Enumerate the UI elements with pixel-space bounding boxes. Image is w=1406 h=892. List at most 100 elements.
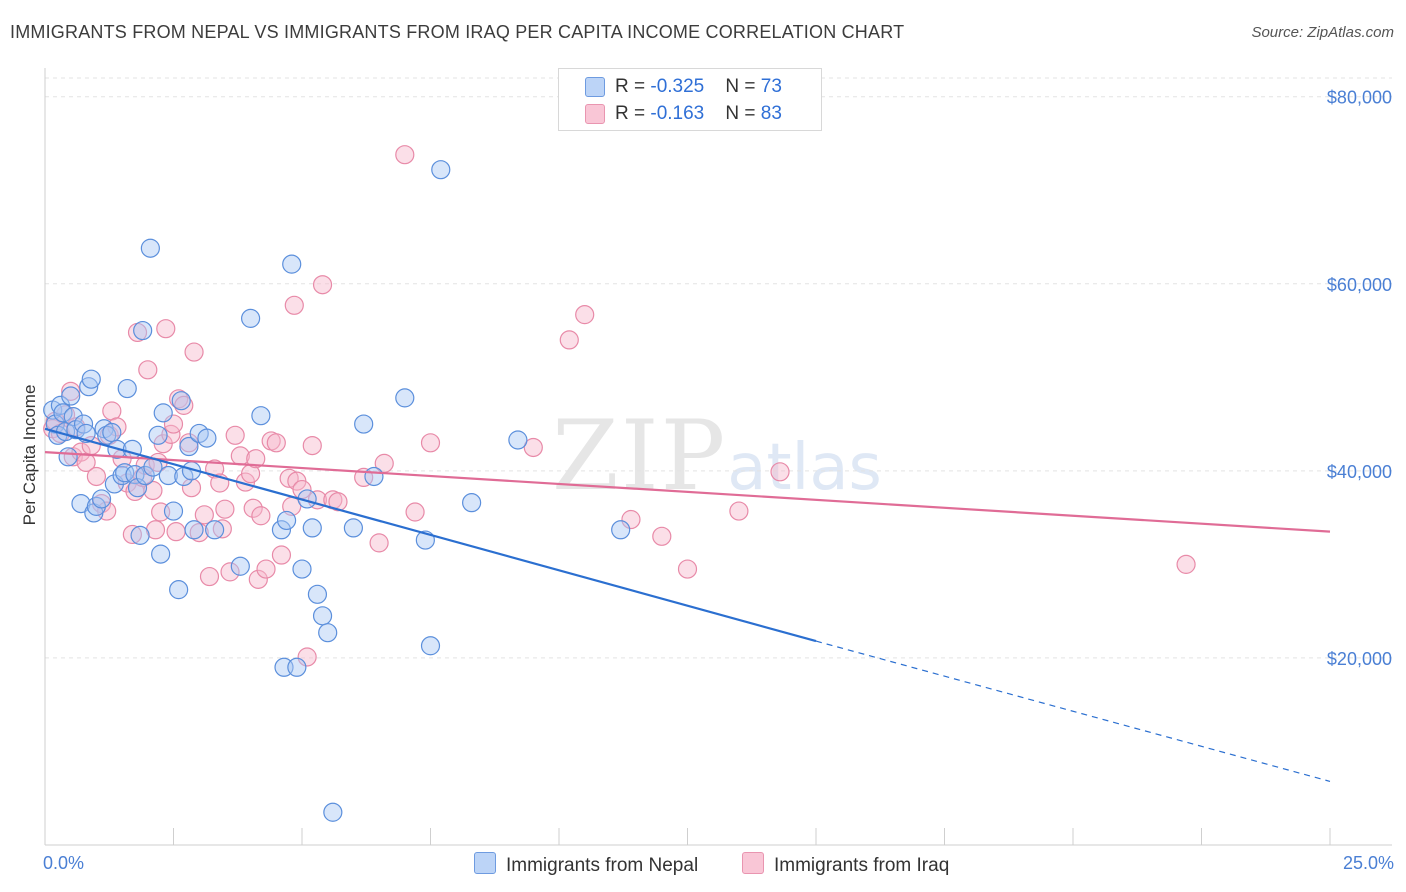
nepal-trend-extension [815,640,1331,782]
nepal-point [287,657,307,677]
nepal-n-label: N = [725,76,761,97]
nepal-point [130,525,150,545]
iraq-point [61,381,81,401]
iraq-point [212,519,232,539]
nepal-point [79,377,99,397]
iraq-point [1176,554,1196,574]
nepal-point [197,428,217,448]
iraq-point [271,545,292,565]
iraq-point [420,433,441,453]
correlation-legend: R = -0.325 N = 73 R = -0.163 N = 83 [558,68,822,131]
bottom-legend-nepal: Immigrants from Nepal [474,852,698,877]
iraq-point [312,275,333,295]
iraq-point [284,295,304,315]
nepal-point [53,403,73,423]
iraq-point [729,501,749,521]
iraq-point [86,466,107,487]
nepal-point [292,559,312,579]
nepal-point [45,414,65,434]
trend-lines [44,427,1331,782]
iraq-point [246,449,266,469]
iraq-point [302,435,322,456]
nepal-point [81,369,101,389]
iraq-swatch [585,104,605,124]
nepal-r-label: R = [615,76,651,97]
iraq-r-label: R = [615,103,651,124]
nepal-swatch [585,77,605,97]
iraq-point [166,522,186,542]
iraq-point [156,319,176,339]
nepal-point [169,580,189,600]
iraq-point [122,524,142,545]
nepal-point [102,422,122,443]
iraq-point [621,509,641,530]
bottom-legend-iraq: Immigrants from Iraq [742,852,949,877]
iraq-point [251,506,271,526]
watermark-atlas: atlas [727,431,882,505]
iraq-point [189,522,209,543]
nepal-point [158,465,178,486]
iraq-point [143,480,163,501]
nepal-point [318,623,338,643]
nepal-point [179,436,199,457]
iraq-point [220,562,240,582]
nepal-point [364,466,384,487]
iraq-point [184,342,204,362]
nepal-point [282,254,302,274]
iraq-point [199,566,220,587]
nepal-point [230,556,250,576]
iraq-point [559,330,579,350]
bottom-iraq-label: Immigrants from Iraq [774,855,950,876]
nepal-point [508,430,528,450]
nepal-point [71,493,91,514]
nepal-point [163,501,184,521]
nepal-n-value: 73 [760,76,782,97]
nepal-point [97,425,117,445]
nepal-point [395,388,415,408]
iraq-point [395,145,415,165]
nepal-point [205,520,225,540]
iraq-point [215,499,235,519]
bottom-iraq-swatch [742,852,764,874]
source-label: Source: ZipAtlas.com [1251,24,1394,41]
iraq-n-label: N = [725,103,761,124]
chart-title: IMMIGRANTS FROM NEPAL VS IMMIGRANTS FROM… [10,22,905,42]
nepal-point [61,386,81,406]
axes [44,68,1392,846]
iraq-point [297,647,317,667]
iraq-point [71,442,91,462]
nepal-point [431,160,451,180]
iraq-point [138,360,158,380]
iraq-point [256,559,276,579]
nepal-point [354,414,374,434]
iraq-point [194,505,214,525]
iraq-point [243,498,263,518]
iraq-point [652,526,672,546]
nepal-point [151,544,171,564]
nepal-point [140,238,160,258]
nepal-point [184,520,204,540]
nepal-point [307,584,328,604]
iraq-point [677,559,698,579]
nepal-point [323,802,343,822]
iraq-r-value: -0.163 [650,103,705,124]
nepal-point [611,520,631,540]
iraq-point [225,425,245,445]
nepal-point [171,391,191,411]
nepal-point [271,520,292,540]
iraq-point [102,401,122,421]
bottom-nepal-swatch [474,852,496,874]
x-tick-label: 0.0% [43,853,84,873]
iraq-point [181,478,202,498]
iraq-point [328,492,348,512]
y-tick-label: $60,000 [1327,275,1392,295]
bottom-nepal-label: Immigrants from Nepal [506,855,699,876]
nepal-point [133,320,153,341]
nepal-point [462,493,482,513]
nepal-r-value: -0.325 [650,76,705,97]
x-tick-label: 25.0% [1343,853,1394,873]
nepal-point [251,406,271,426]
iraq-point [770,462,790,482]
tick-labels: $20,000 $40,000 $60,000 $80,000 0.0% 25.0% [43,88,1394,873]
